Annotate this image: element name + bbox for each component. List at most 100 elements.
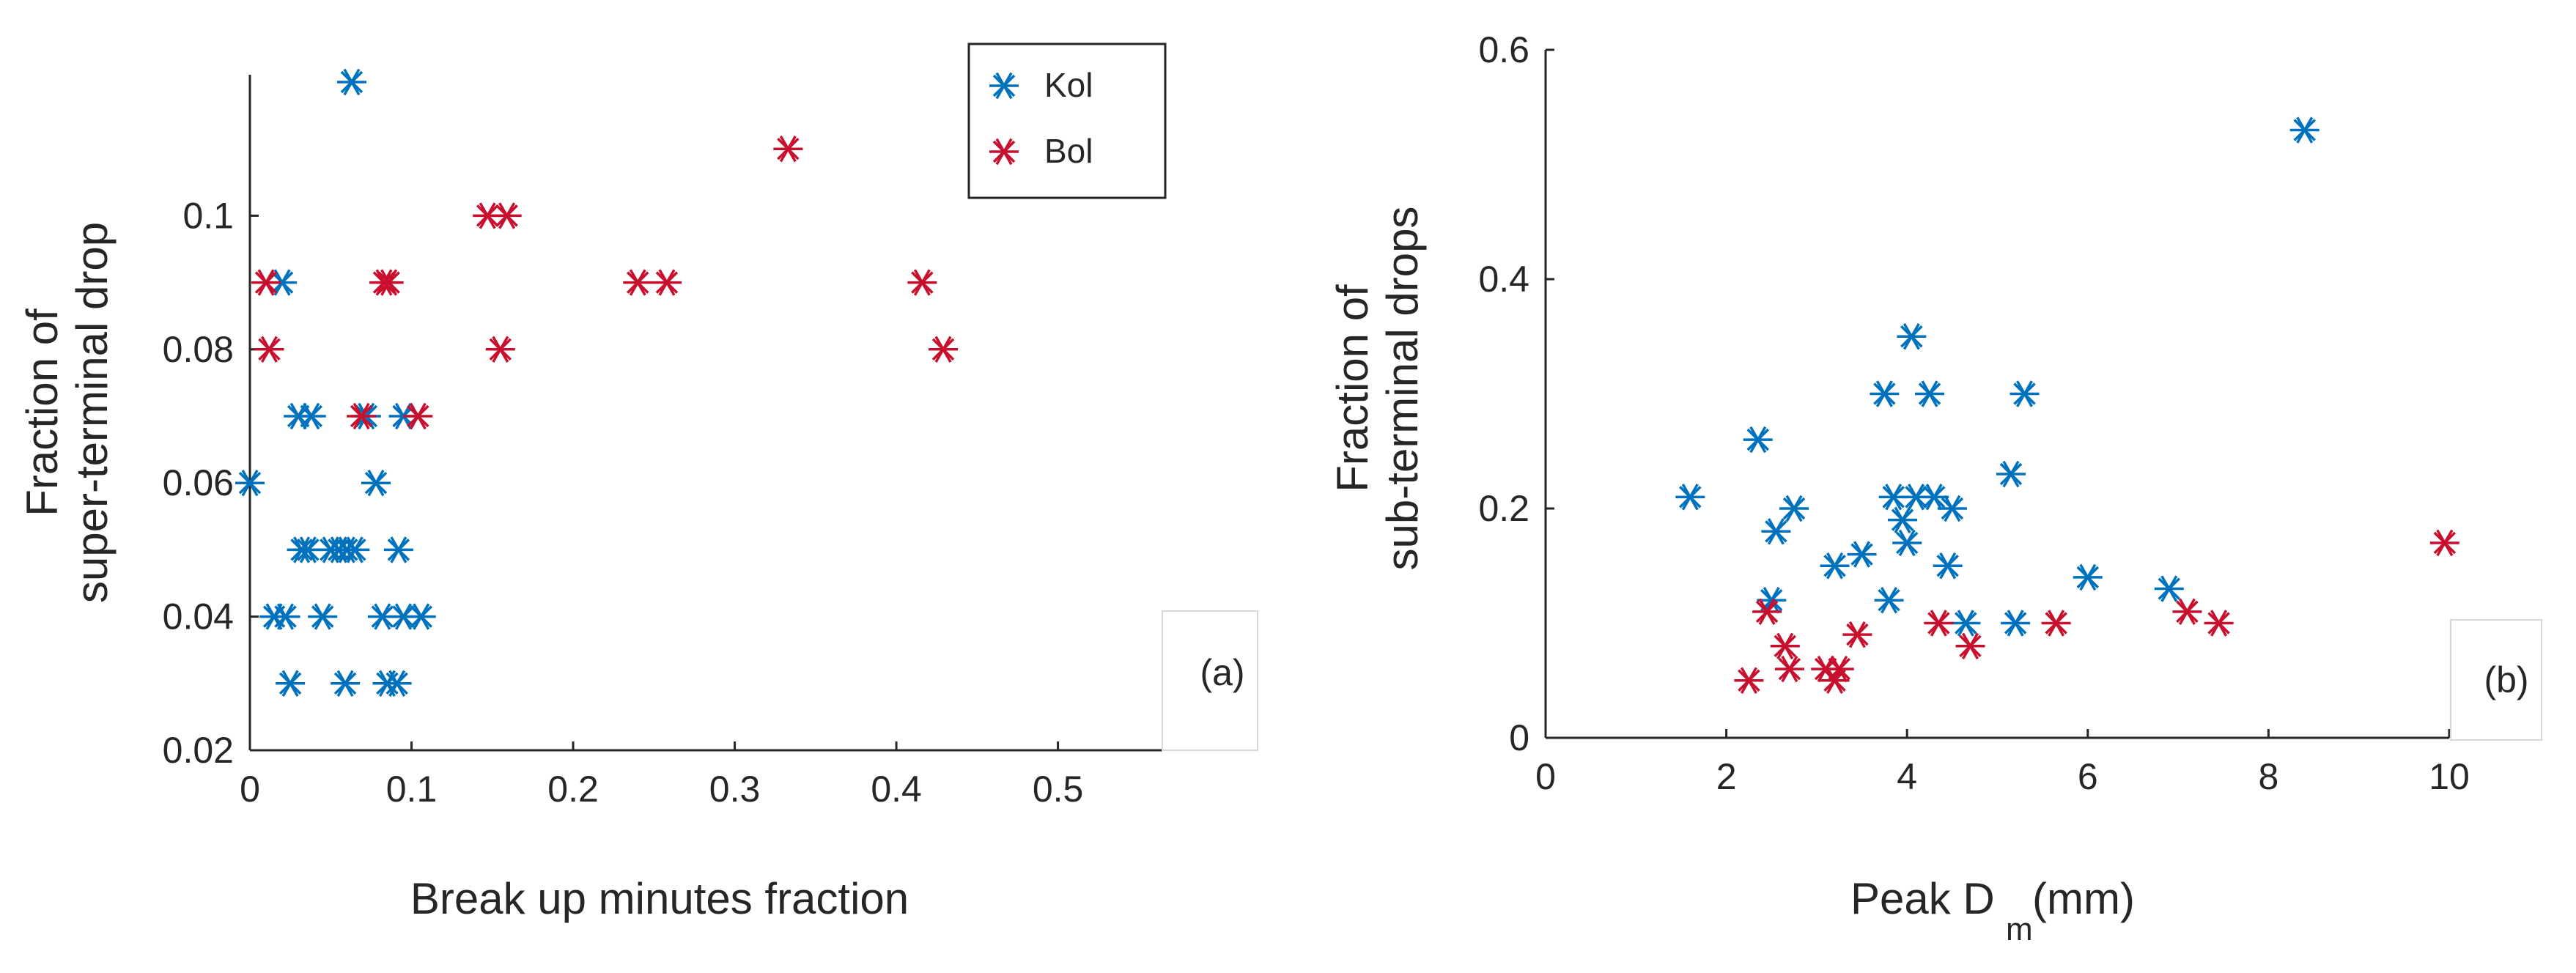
panel-a-point-bol [254,336,284,363]
panel-a-point-kol [383,536,413,563]
panel-a-point-bol [251,269,281,296]
panel-b-point-kol [1870,380,1900,407]
panel-b-point-bol [2041,610,2071,637]
panel-b-x-tick-label: 8 [2258,756,2278,797]
panel-b-point-kol [1937,495,1967,522]
panel-a-y-tick-label: 0.06 [163,462,234,503]
panel-b-point-kol [2289,116,2319,144]
panel-a-x-tick-label: 0.3 [709,769,761,810]
panel-a-scatter-plot: 0 0.1 0.2 0.3 0.4 0.5 0.02 0.04 0.06 0.08 0.1 Bre… [18,42,1258,923]
panel-a-y-tick-label: 0.08 [163,329,234,370]
panel-b-y-axis-label: Fraction of sub-terminal drops [1328,207,1427,571]
panel-a-x-ticks: 0 0.1 0.2 0.3 0.4 0.5 [240,741,1083,810]
panel-b-point-bol [1770,632,1800,659]
legend-asterisk-kol [989,72,1019,100]
panel-b-point-kol [1996,460,2026,488]
panel-a-point-bol [492,202,522,229]
panel-b-point-kol [1951,610,1981,637]
panel-a-point-kol [235,470,265,497]
panel-b-point-bol [1820,667,1850,694]
panel-b-y-tick-label: 0.2 [1478,488,1529,529]
panel-b-point-kol [1892,529,1922,557]
legend-asterisk-bol [989,138,1019,166]
panel-a-point-kol [267,269,298,296]
panel-b-scatter-plot: 0 2 4 6 8 10 0 0.2 0.4 0.6 Peak D m (mm) Fractio… [1328,29,2542,947]
panel-b-point-kol [1874,587,1904,614]
panel-a-point-kol [270,603,300,630]
panel-b-y-ticks: 0 0.2 0.4 0.6 [1478,29,1554,758]
panel-a-y-tick-label: 0.04 [163,596,234,637]
panel-a-x-tick-label: 0.4 [871,769,922,810]
panel-a-x-axis-label: Break up minutes fraction [410,874,909,923]
panel-a-x-tick-label: 0.1 [386,769,438,810]
panel-a-point-kol [340,536,370,563]
panel-a-y-axis-label-line1: Fraction of [18,308,67,517]
panel-a-point-kol [276,670,306,697]
panel-b-tag: (b) [2484,659,2528,700]
panel-b-data-points [1675,116,2459,694]
panel-b-y-tick-label: 0 [1509,717,1529,758]
panel-b-point-bol [2429,529,2459,557]
panel-a-tag-box [1162,610,1258,751]
panel-b-x-tick-label: 2 [1716,756,1737,797]
panel-a-point-bol [485,336,515,363]
panel-b-point-bol [1734,667,1764,694]
panel-b-point-kol [1761,518,1791,545]
panel-b-x-ticks: 0 2 4 6 8 10 [1535,729,2470,797]
panel-b-y-axis-label-line2: sub-terminal drops [1378,207,1427,571]
panel-b-point-kol [1888,506,1918,533]
panel-b-point-kol [1933,552,1963,580]
panel-b-point-kol [1675,484,1705,511]
panel-a-point-bol [473,202,503,229]
panel-b-x-axis-label: Peak D m (mm) [1850,874,2135,947]
legend: Kol Bol [967,42,1167,199]
panel-a-point-bol [907,269,937,296]
panel-b-point-bol [1924,610,1954,637]
panel-b-point-bol [1752,598,1782,626]
panel-b-point-kol [1743,426,1773,454]
panel-a-point-bol [403,402,433,430]
panel-a-tag: (a) [1200,652,1244,693]
panel-a-point-kol [331,670,361,697]
panel-b-point-kol [2154,575,2184,602]
panel-a-point-kol [382,670,412,697]
panel-b-point-kol [1919,484,1949,511]
panel-a-y-axis-label-line2: super-terminal drop [67,222,117,603]
panel-a-point-bol [929,336,959,363]
legend-marker-bol [989,138,1019,166]
panel-b-point-kol [2073,563,2103,591]
panel-a-point-kol [336,68,366,96]
panel-b-point-bol [1842,621,1872,648]
panel-b-y-tick-label: 0.4 [1478,259,1529,300]
panel-b-y-axis-label-line1: Fraction of [1328,284,1377,492]
panel-b-x-tick-label: 4 [1897,756,1917,797]
panel-b-x-axis-label-subscript: m [2006,911,2033,947]
panel-a-point-bol [374,269,404,296]
panel-b-point-kol [2009,380,2040,407]
panel-a-point-kol [367,603,397,630]
legend-label-bol: Bol [1044,132,1093,170]
legend-label-kol: Kol [1044,66,1093,104]
panel-b-point-kol [1897,323,1927,350]
panel-b-point-kol [2001,610,2031,637]
panel-b-x-axis-label-main: Peak D [1850,874,1995,923]
panel-a-point-bol [773,136,803,163]
panel-a-point-kol [406,603,436,630]
panel-a-point-bol [347,402,377,430]
panel-a-point-kol [361,470,391,497]
panel-b-point-kol [1820,552,1850,580]
panel-a-y-tick-label: 0.02 [163,730,234,771]
legend-box [967,42,1167,199]
panel-b-x-axis-label-unit: (mm) [2032,874,2135,923]
panel-a-y-tick-label: 0.1 [182,195,234,236]
panel-a-point-bol [652,269,682,296]
panel-b-x-tick-label: 0 [1535,756,1556,797]
panel-b-point-bol [1955,632,1985,659]
panel-b-point-bol [2204,610,2234,637]
panel-a-y-ticks: 0.02 0.04 0.06 0.08 0.1 [163,195,259,771]
panel-a-x-tick-label: 0.5 [1033,769,1084,810]
panel-b-point-bol [1774,655,1804,683]
panel-b-y-tick-label: 0.6 [1478,29,1529,70]
